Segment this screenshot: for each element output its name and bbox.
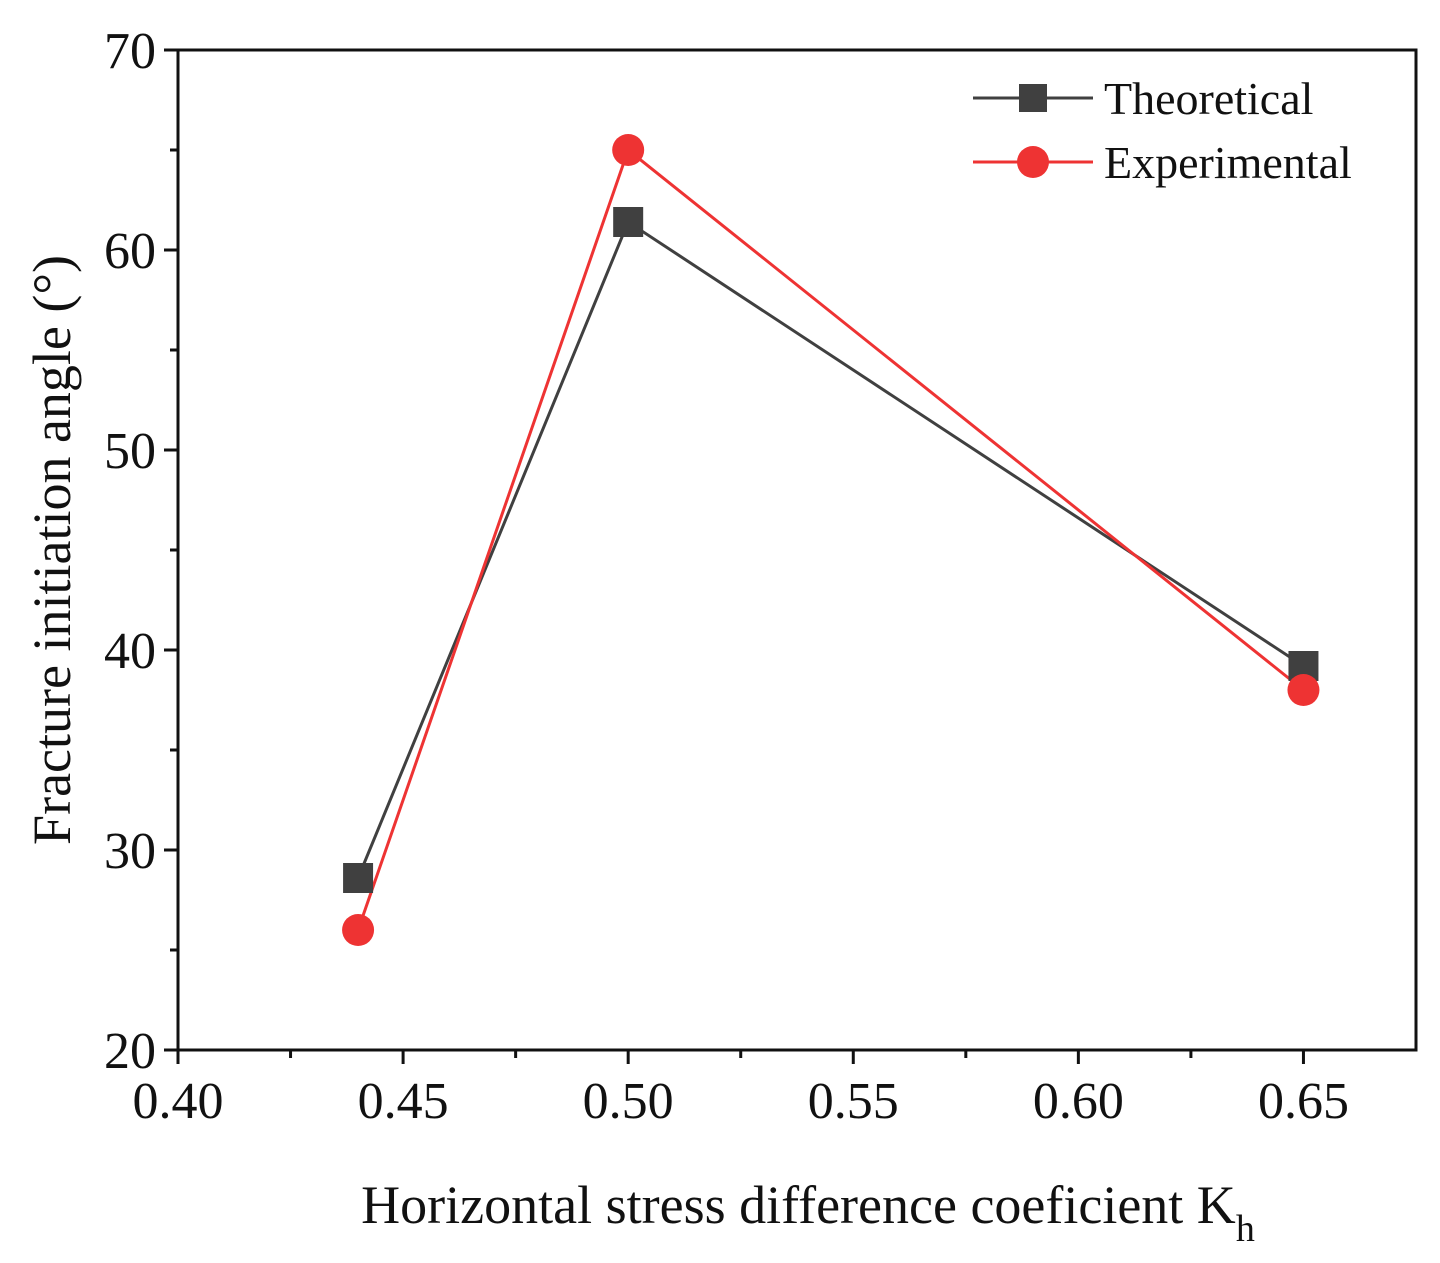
- legend-marker-theoretical: [1019, 84, 1047, 112]
- y-axis-title: Fracture initiation angle (°): [22, 255, 82, 845]
- point-theoretical: [343, 863, 374, 893]
- x-tick-label: 0.55: [808, 1073, 899, 1130]
- x-tick-label: 0.65: [1258, 1073, 1349, 1130]
- legend-marker-experimental: [1017, 146, 1049, 178]
- y-tick-label: 60: [104, 223, 156, 280]
- y-axis: 20 30 40 50 60 70: [104, 23, 178, 1080]
- y-tick-label: 30: [104, 823, 156, 880]
- point-experimental: [612, 134, 645, 166]
- legend-label-experimental: Experimental: [1104, 137, 1352, 188]
- y-tick-label: 70: [104, 23, 156, 80]
- series-layer: [342, 134, 1320, 946]
- x-tick-label: 0.45: [358, 1073, 449, 1130]
- x-axis-title-main: Horizontal stress difference coeficient …: [361, 1175, 1236, 1235]
- x-axis: 0.40 0.45 0.50 0.55 0.60 0.65: [133, 1050, 1349, 1130]
- legend-label-theoretical: Theoretical: [1104, 73, 1313, 124]
- x-axis-title: Horizontal stress difference coeficient …: [361, 1175, 1255, 1250]
- point-experimental: [342, 914, 375, 946]
- y-tick-label: 40: [104, 623, 156, 680]
- y-tick-label: 20: [104, 1023, 156, 1080]
- point-theoretical: [613, 207, 644, 237]
- point-experimental: [1287, 674, 1320, 706]
- x-tick-label: 0.50: [583, 1073, 674, 1130]
- x-tick-label: 0.40: [133, 1073, 224, 1130]
- legend: Theoretical Experimental: [973, 73, 1352, 188]
- series-line-theoretical: [356, 219, 1305, 879]
- y-tick-label: 50: [104, 423, 156, 480]
- plot-frame: [176, 48, 1418, 1052]
- x-tick-label: 0.60: [1033, 1073, 1124, 1130]
- x-axis-title-subscript: h: [1236, 1208, 1255, 1250]
- series-line-experimental: [356, 147, 1305, 931]
